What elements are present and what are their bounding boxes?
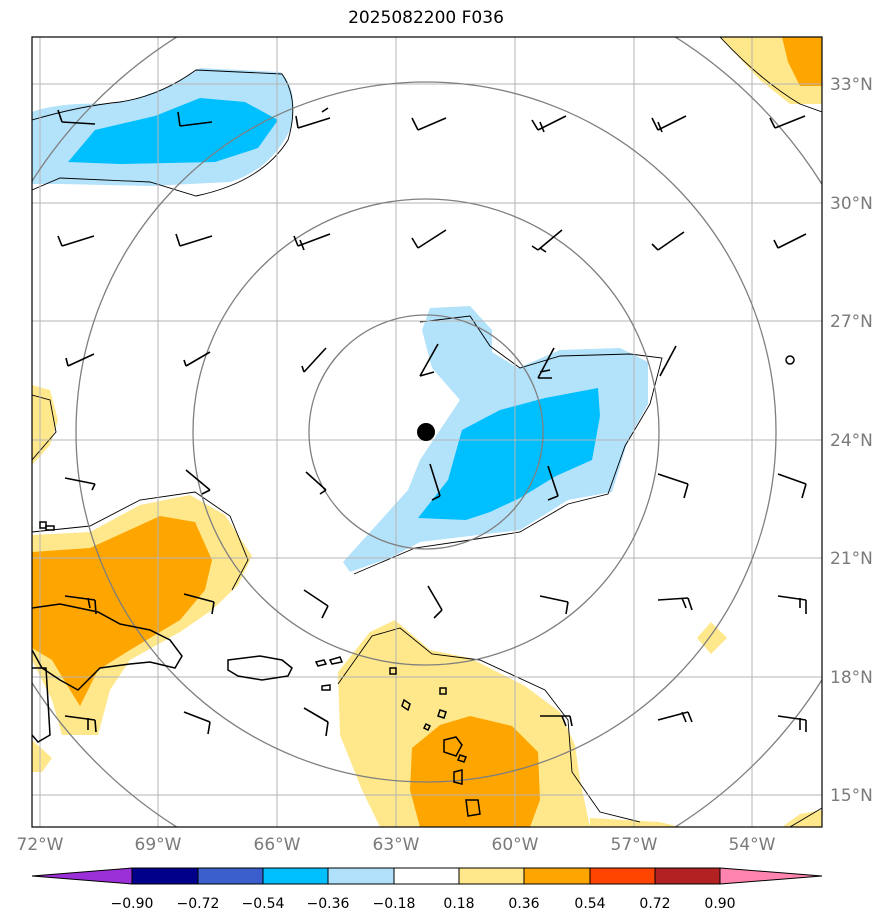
lon-label: 63°W (373, 835, 420, 855)
colorbar-segment (524, 868, 590, 884)
coastlines (32, 355, 795, 817)
positive-anomaly-region (32, 740, 52, 772)
positive-anomaly-region (32, 385, 58, 465)
strong-negative-anomaly-region (68, 98, 278, 164)
colorbar-segment (459, 868, 524, 884)
colorbar-max-extension (720, 868, 822, 884)
positive-anomaly-region (590, 818, 680, 827)
colorbar-segment (655, 868, 720, 884)
lat-label: 21°N (830, 549, 873, 569)
latitude-labels: 33°N 30°N 27°N 24°N 21°N 18°N 15°N (830, 75, 873, 806)
strong-negative-anomaly-region (418, 388, 600, 520)
lat-label: 24°N (830, 431, 873, 451)
strong-positive-anomaly-region (782, 37, 822, 86)
colorbar-tick-label: 0.54 (574, 896, 605, 912)
wind-barbs (57, 107, 807, 737)
colorbar-segment (394, 868, 459, 884)
map-panel (32, 37, 822, 827)
lon-label: 54°W (729, 835, 776, 855)
lat-label: 27°N (830, 312, 873, 332)
colorbar-tick-label: −0.72 (177, 896, 220, 912)
colorbar-segment (590, 868, 655, 884)
storm-center-marker (417, 423, 435, 441)
map-title: 2025082200 F036 (348, 8, 504, 28)
range-rings (32, 37, 822, 827)
lat-label: 15°N (830, 786, 873, 806)
lat-label: 18°N (830, 668, 873, 688)
colorbar-tick-label: 0.72 (639, 896, 670, 912)
lon-label: 69°W (135, 835, 182, 855)
colorbar-tick-label: −0.18 (373, 896, 416, 912)
colorbar-segment (198, 868, 263, 884)
lon-label: 66°W (254, 835, 301, 855)
lon-label: 72°W (17, 835, 64, 855)
colorbar: −0.90 −0.72 −0.54 −0.36 −0.18 0.18 0.36 … (31, 867, 823, 912)
longitude-labels: 72°W 69°W 66°W 63°W 60°W 57°W 54°W (17, 835, 776, 855)
colorbar-segment (263, 868, 328, 884)
strong-positive-anomaly-region (410, 716, 540, 827)
contour-lines (32, 37, 822, 827)
anomaly-fill (32, 37, 822, 827)
colorbar-segment (132, 868, 198, 884)
lon-label: 60°W (492, 835, 539, 855)
colorbar-tick-label: 0.90 (704, 896, 735, 912)
colorbar-segment (328, 868, 394, 884)
colorbar-tick-label: 0.18 (443, 896, 474, 912)
lat-label: 33°N (830, 75, 873, 95)
colorbar-tick-label: −0.36 (307, 896, 350, 912)
colorbar-min-extension (32, 868, 132, 884)
map-frame (31, 36, 823, 828)
colorbar-tick-label: −0.54 (242, 896, 285, 912)
lat-label: 30°N (830, 194, 873, 214)
lon-label: 57°W (611, 835, 658, 855)
strong-positive-anomaly-region (32, 516, 212, 706)
colorbar-tick-label: −0.90 (111, 896, 154, 912)
positive-anomaly-region (697, 622, 727, 654)
colorbar-tick-label: 0.36 (508, 896, 539, 912)
